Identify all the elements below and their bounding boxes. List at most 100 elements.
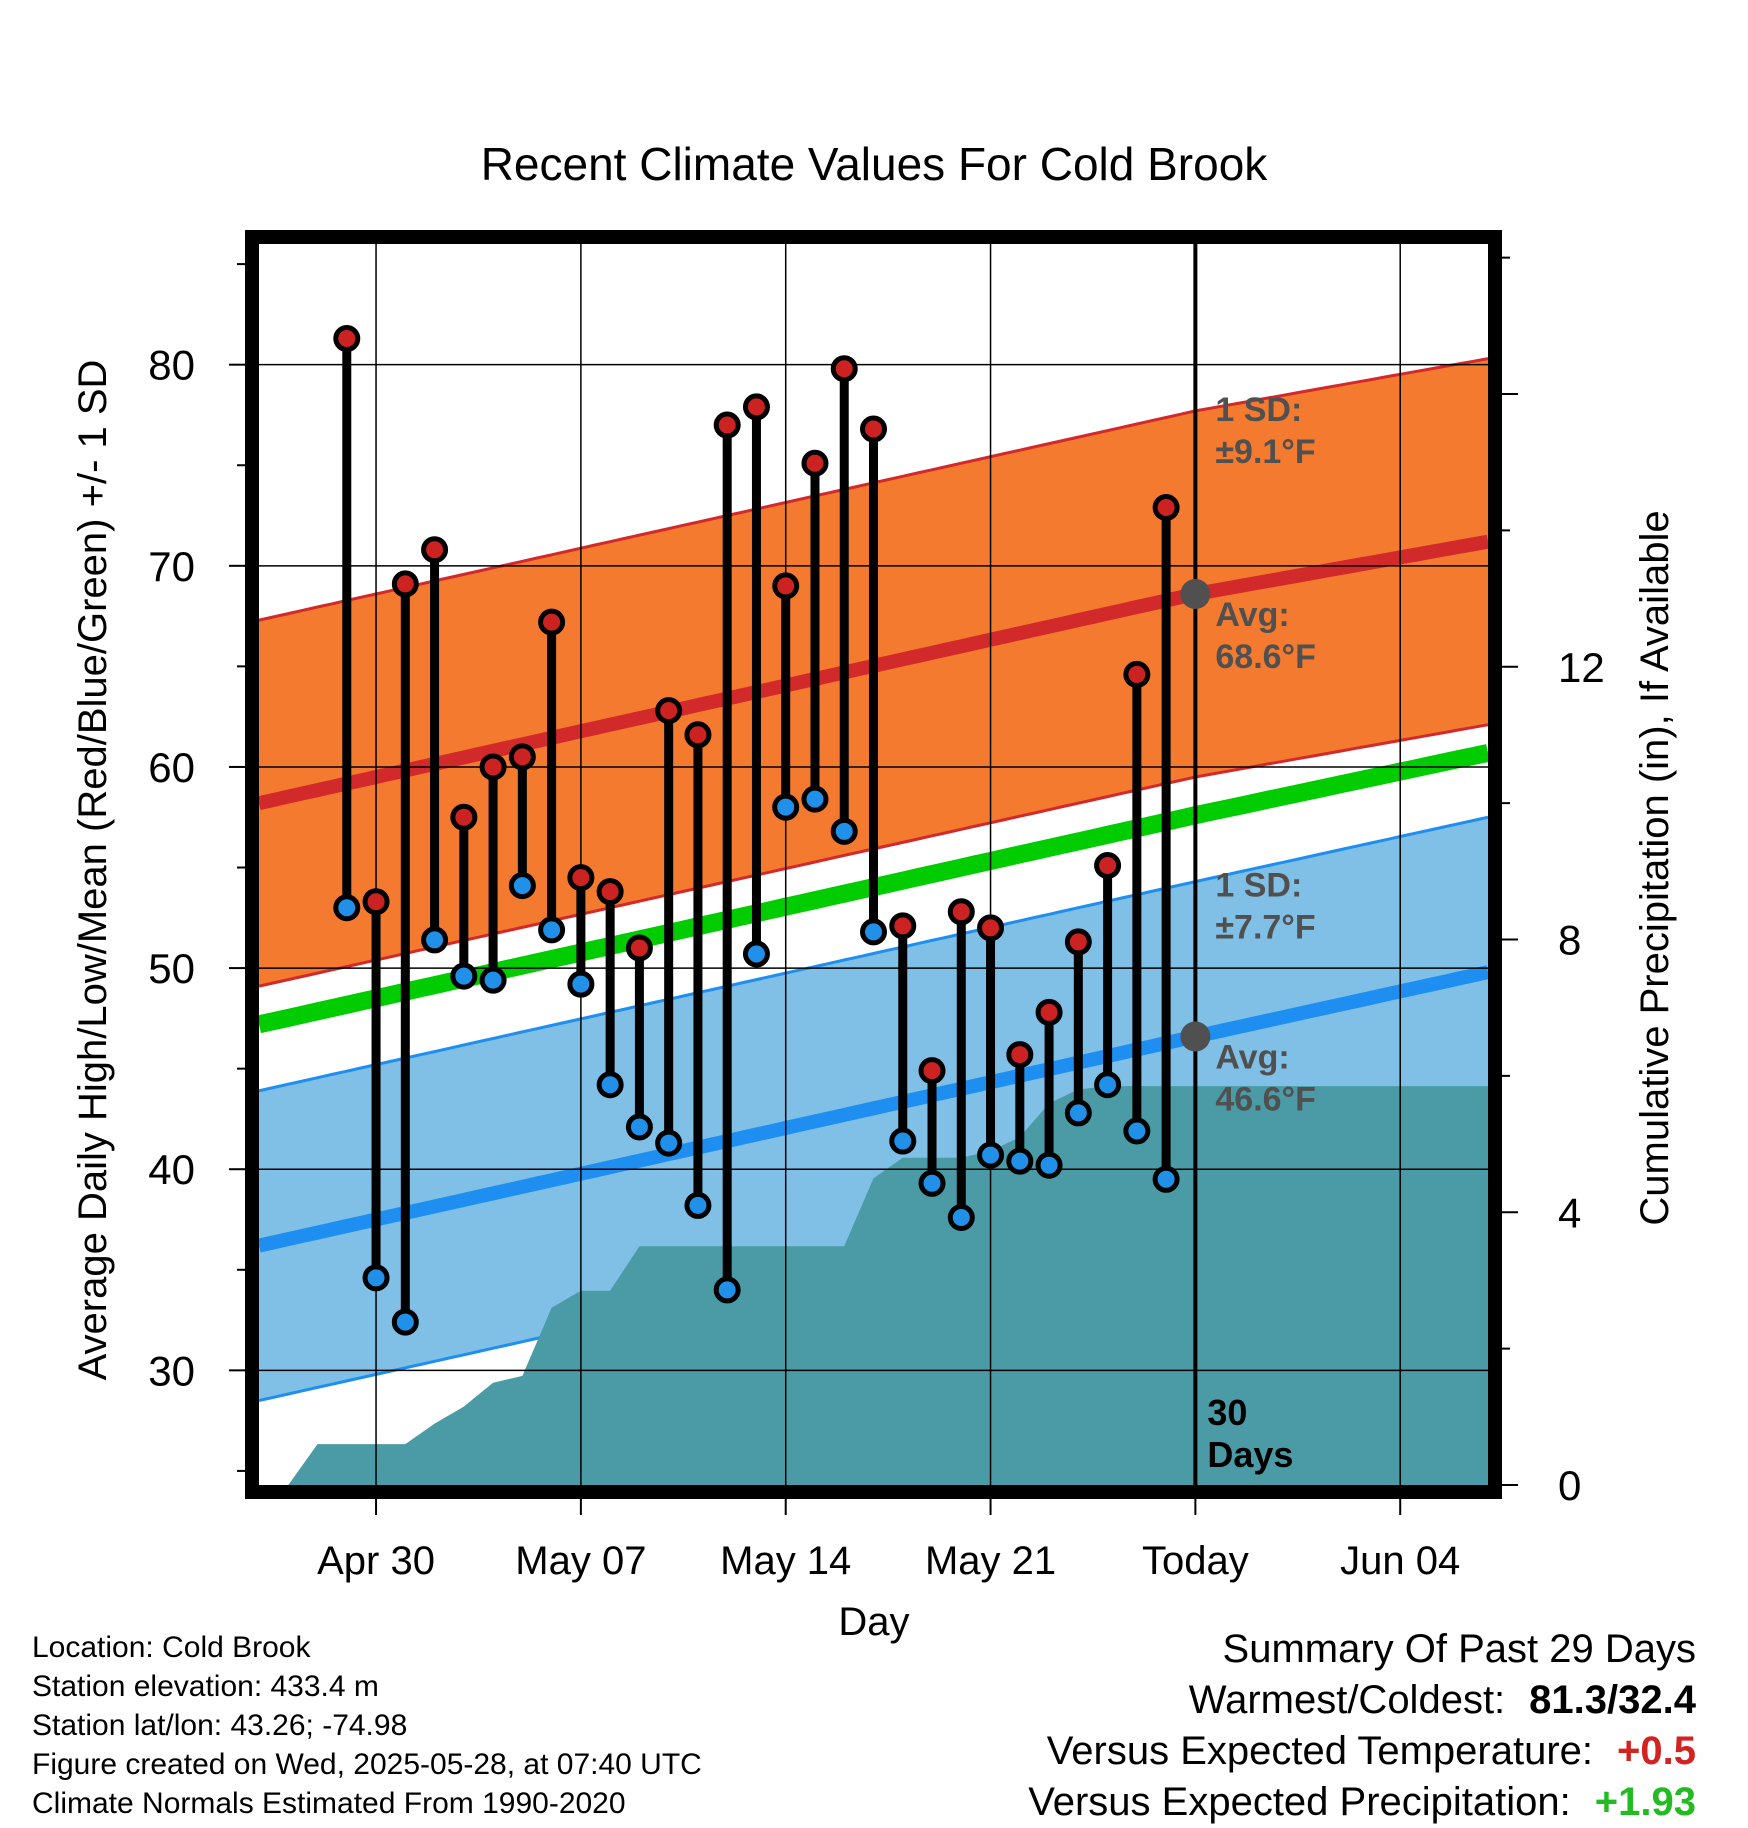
daily-high-point xyxy=(421,536,449,564)
daily-low-point xyxy=(333,894,361,922)
daily-high-point xyxy=(625,934,653,962)
daily-high-point xyxy=(684,721,712,749)
low-avg-annotation: Avg: xyxy=(1215,1038,1289,1076)
daily-low-point xyxy=(772,793,800,821)
daily-low-point xyxy=(1064,1099,1092,1127)
avg-low-line xyxy=(259,965,1488,1253)
station-info: Location: Cold Brook Station elevation: … xyxy=(32,1628,702,1823)
y-tick-label: 30 xyxy=(148,1347,195,1394)
warmest-label: Warmest/Coldest: xyxy=(1188,1678,1506,1722)
daily-high-point xyxy=(772,572,800,600)
daily-high-point xyxy=(391,570,419,598)
daily-low-point xyxy=(421,926,449,954)
daily-low-point xyxy=(567,970,595,998)
daily-high-point xyxy=(1006,1041,1034,1069)
precip-area xyxy=(288,1086,1488,1485)
daily-low-point xyxy=(596,1071,624,1099)
today-avg-low-marker xyxy=(1180,1021,1211,1052)
daily-high-point xyxy=(655,697,683,725)
daily-low-point xyxy=(508,872,536,900)
y-axis-label: Average Daily High/Low/Mean (Red/Blue/Gr… xyxy=(71,360,115,1381)
warmest-row: Warmest/Coldest: 81.3/32.4 xyxy=(1028,1675,1696,1726)
daily-low-point xyxy=(742,940,770,968)
low-sd-band-upper xyxy=(259,815,1488,1093)
high-avg-annotation: Avg: xyxy=(1215,596,1289,634)
summary-title: Summary Of Past 29 Days xyxy=(1222,1627,1696,1671)
daily-low-point xyxy=(1123,1117,1151,1145)
daily-low-point xyxy=(801,785,829,813)
precip-row: Versus Expected Precipitation: +1.93 xyxy=(1028,1777,1696,1828)
daily-low-point xyxy=(947,1203,975,1231)
x-tick-label: Apr 30 xyxy=(317,1539,435,1583)
daily-high-point xyxy=(362,888,390,916)
daily-high-point xyxy=(479,753,507,781)
daily-high-point xyxy=(713,411,741,439)
daily-low-point xyxy=(362,1264,390,1292)
daily-high-point xyxy=(450,803,478,831)
precip-label: Versus Expected Precipitation: xyxy=(1028,1780,1571,1824)
daily-high-point xyxy=(1035,998,1063,1026)
daily-high-point xyxy=(918,1057,946,1085)
daily-low-point xyxy=(684,1191,712,1219)
high-avg-annotation: 68.6°F xyxy=(1215,638,1316,676)
x-tick-label: Jun 04 xyxy=(1340,1539,1460,1583)
daily-high-point xyxy=(977,914,1005,942)
daily-high-point xyxy=(1064,928,1092,956)
y2-tick-label: 8 xyxy=(1558,917,1581,964)
summary-panel: Summary Of Past 29 Days Warmest/Coldest:… xyxy=(1028,1624,1696,1828)
y-tick-label: 50 xyxy=(148,945,195,992)
y-tick-label: 70 xyxy=(148,543,195,590)
daily-high-point xyxy=(830,355,858,383)
daily-high-point xyxy=(889,912,917,940)
elevation-text: Station elevation: 433.4 m xyxy=(32,1670,379,1703)
daily-high-point xyxy=(538,608,566,636)
plot-content: 1 SD: ±9.1°F Avg: 68.6°F 1 SD: ±7.7°F Avg: 46.6… xyxy=(259,244,1488,1485)
x-axis-label: Day xyxy=(838,1600,909,1644)
daily-low-point xyxy=(977,1141,1005,1169)
low-avg-annotation: 46.6°F xyxy=(1215,1080,1316,1118)
daily-high-point xyxy=(742,393,770,421)
daily-low-point xyxy=(1094,1071,1122,1099)
location-text: Location: Cold Brook xyxy=(32,1631,311,1664)
daily-high-point xyxy=(567,864,595,892)
daily-low-point xyxy=(1006,1147,1034,1175)
daily-high-point xyxy=(508,743,536,771)
daily-high-point xyxy=(947,898,975,926)
created-text: Figure created on Wed, 2025-05-28, at 07… xyxy=(32,1748,702,1781)
warmest-value: 81.3/32.4 xyxy=(1529,1678,1696,1722)
x-tick-label: Today xyxy=(1142,1539,1249,1583)
daily-low-point xyxy=(1152,1165,1180,1193)
daily-low-point xyxy=(918,1169,946,1197)
y2-tick-label: 12 xyxy=(1558,644,1605,691)
daily-high-point xyxy=(801,449,829,477)
normals-text: Climate Normals Estimated From 1990-2020 xyxy=(32,1787,626,1820)
high-sd-annotation: ±9.1°F xyxy=(1215,433,1315,471)
latlon-text: Station lat/lon: 43.26; -74.98 xyxy=(32,1709,408,1742)
daily-high-point xyxy=(860,415,887,443)
daily-high-point xyxy=(596,878,624,906)
x-tick-label: May 21 xyxy=(925,1539,1056,1583)
y-tick-label: 60 xyxy=(148,744,195,791)
daily-low-point xyxy=(713,1276,741,1304)
today-avg-high-marker xyxy=(1180,578,1211,609)
daily-low-point xyxy=(830,817,858,845)
daily-low-point xyxy=(391,1308,419,1336)
y2-tick-label: 0 xyxy=(1558,1462,1581,1509)
y-tick-label: 80 xyxy=(148,342,195,389)
x-tick-label: May 14 xyxy=(720,1539,851,1583)
chart-title: Recent Climate Values For Cold Brook xyxy=(481,138,1269,190)
low-sd-annotation: 1 SD: xyxy=(1215,867,1302,905)
daily-low-point xyxy=(889,1127,917,1155)
daily-low-point xyxy=(1035,1151,1063,1179)
plot-frame xyxy=(245,230,1502,1499)
high-sd-annotation: 1 SD: xyxy=(1215,391,1302,429)
daily-high-point xyxy=(1094,852,1122,880)
temp-label: Versus Expected Temperature: xyxy=(1046,1729,1594,1773)
y2-tick-label: 4 xyxy=(1558,1189,1581,1236)
today-days-label: Days xyxy=(1207,1434,1293,1475)
daily-low-point xyxy=(655,1129,683,1157)
daily-high-point xyxy=(1123,660,1151,688)
y2-axis-label: Cumulative Precipitation (in), If Availa… xyxy=(1633,510,1677,1225)
today-days-label: 30 xyxy=(1207,1392,1247,1433)
low-sd-annotation: ±7.7°F xyxy=(1215,909,1315,947)
